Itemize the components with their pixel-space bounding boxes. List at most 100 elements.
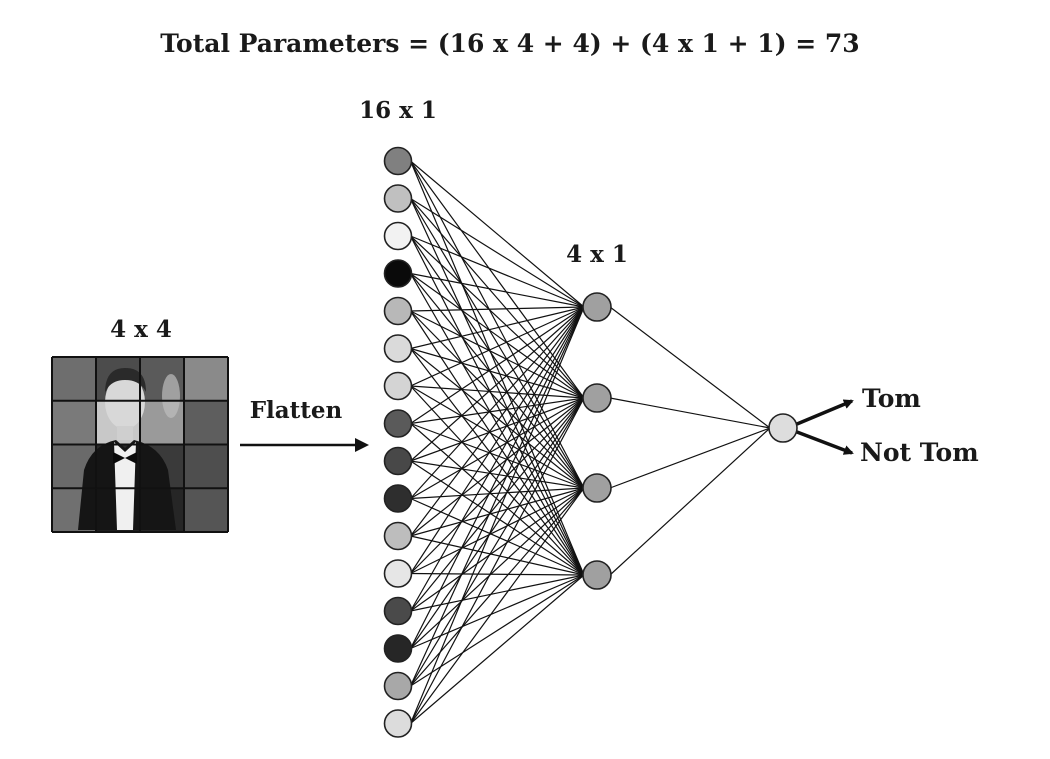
layer1-node xyxy=(383,259,413,288)
edge xyxy=(409,198,585,576)
edge xyxy=(410,348,585,489)
edge xyxy=(410,574,585,650)
edge xyxy=(410,347,585,399)
edge xyxy=(410,197,585,308)
edge xyxy=(410,306,585,312)
edge xyxy=(410,497,585,576)
edge xyxy=(410,574,585,724)
edge xyxy=(409,306,585,724)
output-label-not-tom: Not Tom xyxy=(860,438,979,467)
edge xyxy=(609,306,771,429)
edge xyxy=(410,460,585,489)
edge xyxy=(410,397,585,649)
layer1-node xyxy=(383,671,413,701)
arrow-to-not-tom xyxy=(796,430,854,455)
layer1-node xyxy=(383,371,413,401)
edge xyxy=(409,235,585,576)
edge xyxy=(409,397,585,724)
edge xyxy=(410,385,585,399)
edge xyxy=(609,397,771,429)
layer2-node xyxy=(582,473,612,503)
total-parameters-title: Total Parameters = (16 x 4 + 4) + (4 x 1… xyxy=(160,29,859,58)
edge xyxy=(410,385,585,489)
edge xyxy=(410,310,585,489)
edge xyxy=(410,348,585,576)
edge xyxy=(410,160,585,308)
layer1-nodes xyxy=(383,146,413,738)
edge xyxy=(410,574,585,612)
input-grid-lines xyxy=(51,356,229,533)
edge xyxy=(410,397,585,574)
edge xyxy=(410,397,585,500)
layer1-node xyxy=(383,184,413,213)
input-pixel xyxy=(184,357,228,401)
edge xyxy=(410,574,585,687)
edge xyxy=(409,198,585,489)
edge xyxy=(410,235,585,308)
layer2-node xyxy=(582,383,612,413)
layer2-node xyxy=(582,292,612,322)
edge xyxy=(410,310,585,399)
edge xyxy=(410,487,585,500)
edge xyxy=(609,427,771,576)
portrait-photo xyxy=(78,368,180,530)
layer1-node xyxy=(383,559,413,588)
edge xyxy=(410,535,585,576)
edges-layer1-to-layer2 xyxy=(409,160,585,724)
edge xyxy=(410,572,585,576)
layer2-node xyxy=(582,560,612,590)
input-pixel xyxy=(52,357,96,401)
edge xyxy=(410,306,585,462)
edge xyxy=(410,460,585,576)
layer2-label: 4 x 1 xyxy=(566,241,628,268)
layer1-label: 16 x 1 xyxy=(359,97,437,124)
layer1-node xyxy=(383,521,413,551)
layer2-nodes xyxy=(582,292,612,590)
layer1-node xyxy=(383,634,413,663)
edge xyxy=(410,423,585,576)
input-pixel xyxy=(52,400,96,445)
layer1-node xyxy=(383,409,413,438)
arrow-to-tom xyxy=(796,399,854,426)
layer1-node xyxy=(383,221,413,251)
edges-layer2-to-output xyxy=(609,306,771,576)
edge xyxy=(409,306,585,612)
layer1-node xyxy=(383,296,413,326)
edge xyxy=(409,306,585,574)
edge xyxy=(409,397,585,687)
edge xyxy=(409,310,585,576)
input-image xyxy=(51,356,229,533)
edge xyxy=(410,306,585,350)
layer1-node xyxy=(383,446,413,476)
edge xyxy=(410,306,585,424)
edge xyxy=(410,487,585,724)
edge xyxy=(410,397,585,612)
output-node xyxy=(768,413,798,443)
layer1-node xyxy=(383,709,413,738)
flatten-label: Flatten xyxy=(250,397,343,424)
layer1-node xyxy=(383,484,413,513)
edge xyxy=(609,427,771,489)
edge xyxy=(409,273,585,576)
layer1-node xyxy=(383,334,413,363)
output-label-tom: Tom xyxy=(862,384,921,413)
edge xyxy=(410,272,585,308)
input-pixel xyxy=(184,444,228,489)
layer1-node xyxy=(383,146,413,176)
edge xyxy=(410,397,585,537)
edge xyxy=(410,306,585,537)
edge xyxy=(410,422,585,489)
edge xyxy=(410,306,585,499)
edge xyxy=(410,397,585,425)
input-pixel xyxy=(184,400,228,445)
input-label: 4 x 4 xyxy=(110,316,172,343)
layer1-node xyxy=(383,596,413,626)
edge xyxy=(410,397,585,462)
edge xyxy=(409,306,585,687)
edge xyxy=(410,385,585,576)
edge xyxy=(409,160,585,576)
edge xyxy=(409,306,585,649)
input-pixel xyxy=(184,488,228,532)
edge xyxy=(410,306,585,387)
